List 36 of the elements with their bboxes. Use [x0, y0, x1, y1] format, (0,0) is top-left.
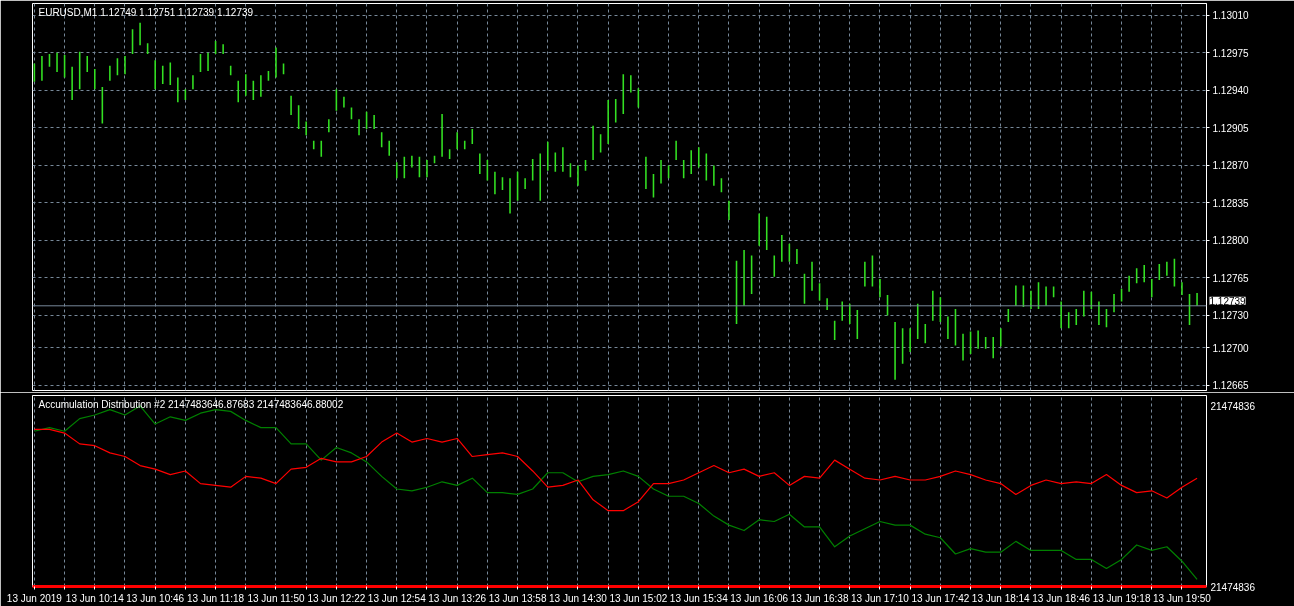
x-tick-label: 13 Jun 12:22 — [307, 592, 366, 604]
x-tick-label: 13 Jun 10:14 — [65, 592, 125, 604]
x-tick-label: 13 Jun 11:18 — [187, 592, 245, 604]
x-tick-label: 13 Jun 13:26 — [428, 592, 487, 604]
y-tick-label: 1.12700 — [1212, 342, 1250, 354]
text: 21474836 — [1210, 400, 1256, 412]
y-tick-label: 1.12940 — [1212, 85, 1250, 97]
x-tick-label: 13 Jun 15:02 — [609, 592, 668, 604]
x-tick-label: 13 Jun 18:14 — [971, 592, 1031, 604]
x-tick-label: 13 Jun 13:58 — [488, 592, 547, 604]
x-tick-label: 13 Jun 18:46 — [1032, 592, 1091, 604]
y-tick-label: 1.12835 — [1212, 197, 1250, 209]
x-tick-label: 13 Jun 16:06 — [730, 592, 789, 604]
x-tick-label: 13 Jun 19:50 — [1153, 592, 1212, 604]
x-tick-label: 13 Jun 19:18 — [1092, 592, 1151, 604]
y-tick-label: 1.12665 — [1212, 380, 1250, 392]
chart-title: Accumulation Distribution #2 2147483646.87683 2147483646.88002 — [38, 398, 344, 410]
x-tick-label: 13 Jun 17:10 — [851, 592, 910, 604]
x-tick-label: 13 Jun 17:42 — [911, 592, 970, 604]
y-tick-label: 1.12765 — [1212, 272, 1250, 284]
x-tick-label: 13 Jun 15:34 — [669, 592, 729, 604]
x-tick-label: 13 Jun 10:46 — [126, 592, 185, 604]
x-tick-label: 13 Jun 11:50 — [247, 592, 305, 604]
x-tick-label: 13 Jun 12:54 — [367, 592, 427, 604]
y-tick-label: 1.12905 — [1212, 122, 1250, 134]
x-tick-label: 13 Jun 16:38 — [790, 592, 849, 604]
ref-line-label: 1.12739 — [1209, 295, 1247, 307]
x-tick-label: 13 Jun 14:30 — [549, 592, 608, 604]
chart-title: EURUSD,M1 1.12749 1.12751 1.12739 1.12739 — [38, 6, 254, 18]
y-tick-label: 1.12975 — [1212, 47, 1250, 59]
x-tick-label: 13 Jun 2019 — [6, 592, 63, 604]
y-tick-label: 1.12800 — [1212, 235, 1250, 247]
y-tick-label: 1.12870 — [1212, 160, 1250, 172]
text: 21474836 — [1210, 581, 1256, 593]
y-tick-label: 1.12730 — [1212, 310, 1250, 322]
y-tick-label: 1.13010 — [1212, 10, 1250, 22]
